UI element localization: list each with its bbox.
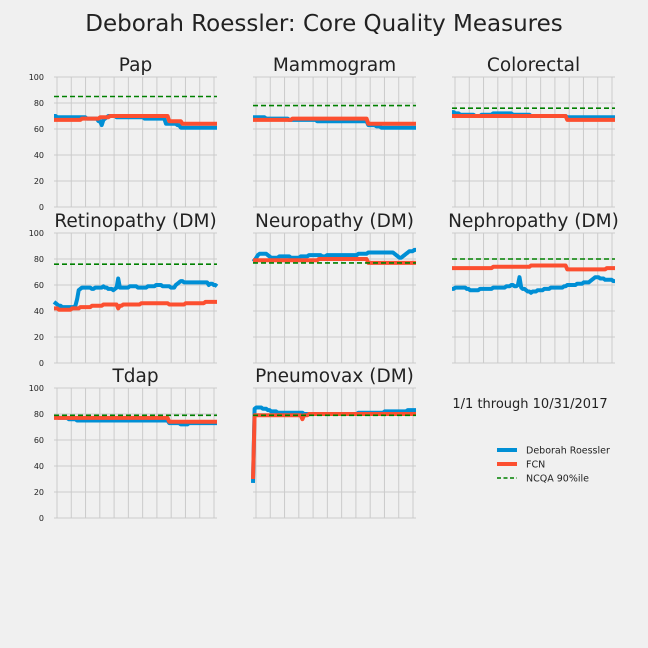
y-tick-label: 60	[34, 281, 44, 290]
panel-retinopathy-dm: 0 20 40 60 80 100 Retinopathy (DM)	[29, 211, 219, 368]
figure-title: Deborah Roessler: Core Quality Measures	[85, 11, 563, 37]
series-line-clinic	[252, 116, 417, 126]
series-line-clinic	[53, 299, 218, 312]
y-tick-label: 40	[34, 151, 44, 160]
series-line-clinic	[53, 415, 218, 424]
panel-title: Mammogram	[273, 55, 396, 76]
y-tick-label: 20	[34, 333, 44, 342]
date-range-note: 1/1 through 10/31/2017	[452, 397, 607, 412]
panel-title: Tdap	[111, 366, 158, 387]
y-tick-label: 60	[34, 125, 44, 134]
y-tick-label: 100	[29, 384, 44, 393]
series-line-clinic	[252, 257, 417, 265]
panel-title: Retinopathy (DM)	[54, 211, 216, 232]
panel-colorectal: Colorectal	[451, 55, 616, 208]
y-tick-label: 20	[34, 177, 44, 186]
y-tick-label: 0	[39, 514, 44, 523]
series-line-clinic	[451, 114, 616, 122]
series-line-clinic	[53, 114, 218, 126]
panel-title: Nephropathy (DM)	[448, 211, 619, 232]
chart-panels: 0 20 40 60 80 100 Pap Mammogram Colorectal 0 20 40 6…	[29, 55, 619, 523]
panel-pneumovax-dm: Pneumovax (DM)	[251, 366, 417, 519]
y-tick-label: 100	[29, 229, 44, 238]
series-line-provider	[251, 247, 417, 264]
legend-label: NCQA 90%ile	[526, 474, 589, 485]
legend-label: Deborah Roessler	[526, 446, 610, 457]
y-tick-label: 20	[34, 488, 44, 497]
panel-mammogram: Mammogram	[252, 55, 417, 208]
y-tick-label: 80	[34, 255, 44, 264]
y-tick-label: 0	[39, 203, 44, 212]
series-line-provider	[52, 276, 219, 310]
y-tick-label: 40	[34, 307, 44, 316]
y-tick-label: 0	[39, 359, 44, 368]
legend-label: FCN	[526, 460, 545, 471]
legend: Deborah Roessler FCN NCQA 90%ile	[497, 446, 610, 485]
panel-title: Pneumovax (DM)	[255, 366, 414, 387]
series-line-clinic	[451, 263, 616, 272]
y-tick-label: 80	[34, 99, 44, 108]
y-tick-label: 80	[34, 410, 44, 419]
panel-title: Pap	[119, 55, 152, 76]
panel-nephropathy-dm: Nephropathy (DM)	[448, 211, 619, 364]
series-line-provider	[451, 275, 616, 295]
panel-title: Colorectal	[487, 55, 580, 76]
y-tick-label: 60	[34, 436, 44, 445]
panel-tdap: 0 20 40 60 80 100 Tdap	[29, 366, 218, 523]
panel-pap: 0 20 40 60 80 100 Pap	[29, 55, 218, 212]
y-tick-label: 100	[29, 73, 44, 82]
y-tick-label: 40	[34, 462, 44, 471]
panel-neuropathy-dm: Neuropathy (DM)	[251, 211, 417, 364]
panel-title: Neuropathy (DM)	[255, 211, 414, 232]
